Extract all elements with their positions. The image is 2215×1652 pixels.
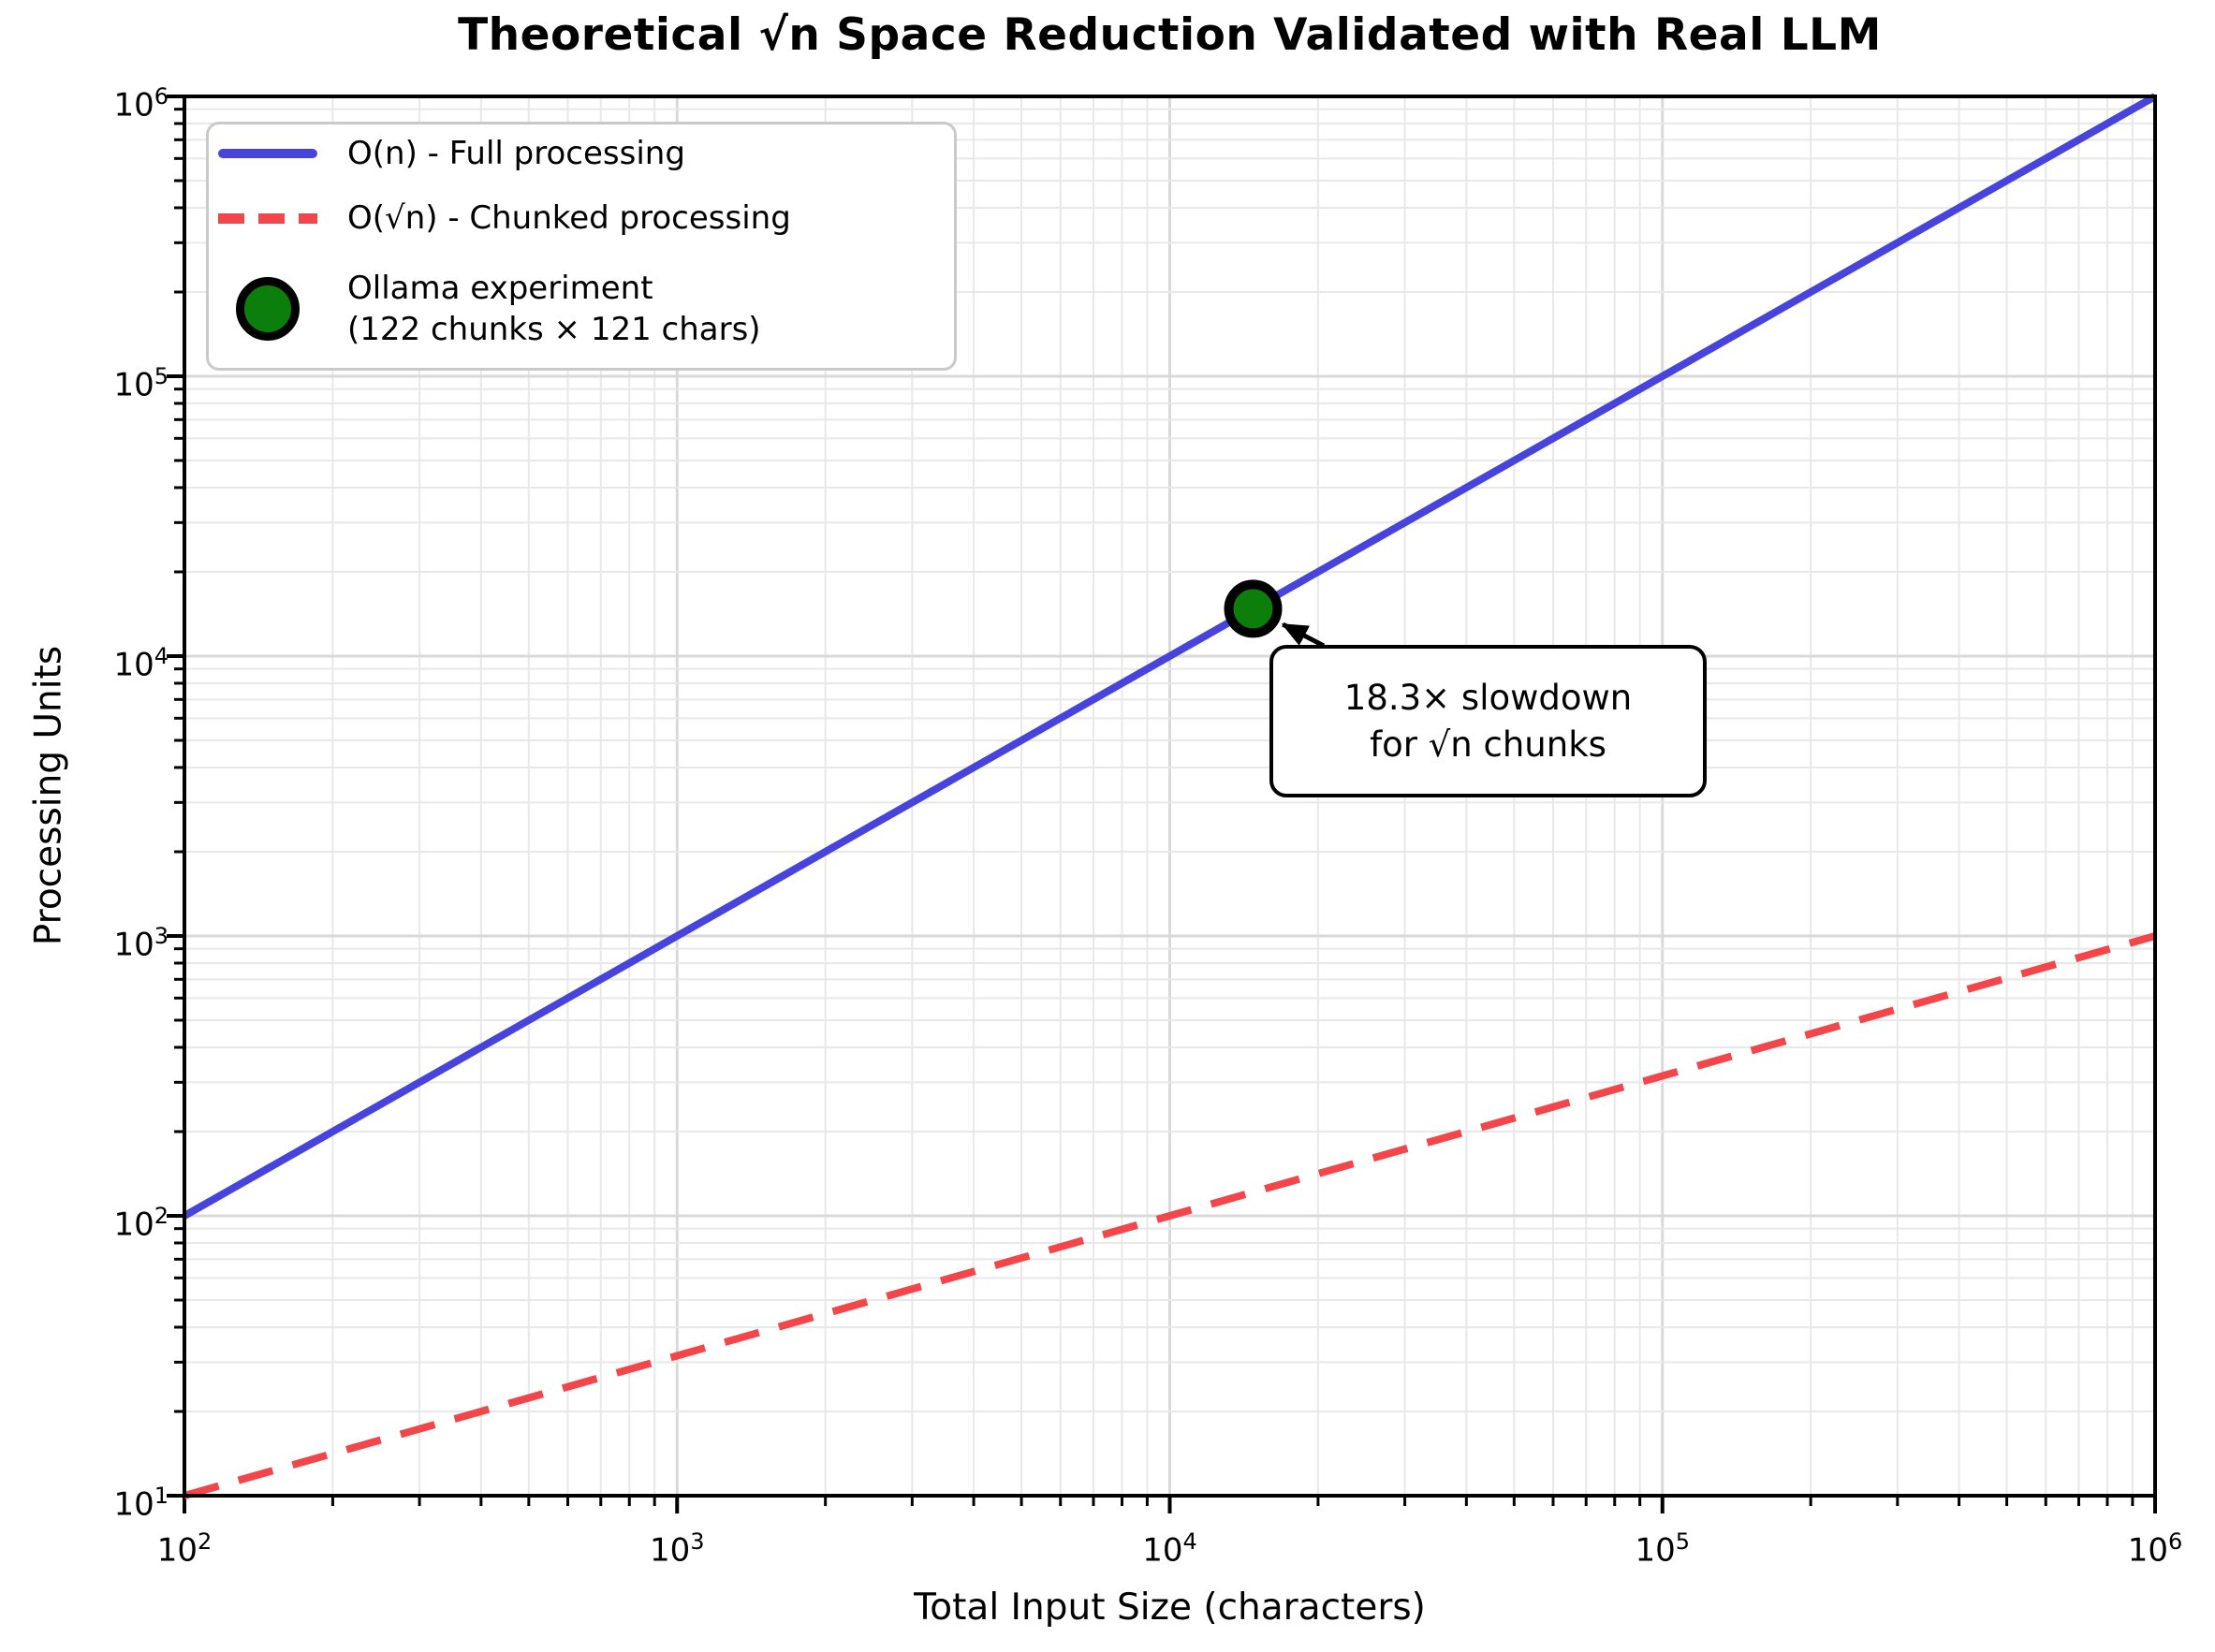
legend: O(n) - Full processing O(√n) - Chunked p… — [206, 122, 957, 371]
x-tick-label: 102 — [156, 1528, 213, 1570]
line-o-sqrt-n — [183, 932, 2157, 1499]
legend-label-line1: Ollama experiment — [347, 270, 653, 307]
solid-line-swatch-icon — [218, 149, 317, 158]
annotation-line2: for √n chunks — [1370, 724, 1606, 765]
y-tick-label: 102 — [113, 1203, 169, 1244]
x-tick-label: 103 — [649, 1528, 705, 1570]
chart-title: Theoretical √n Space Reduction Validated… — [458, 9, 1882, 61]
y-tick-label: 106 — [113, 83, 169, 124]
y-tick-label: 104 — [113, 643, 169, 684]
x-tick-label: 105 — [1635, 1528, 1691, 1570]
x-tick-label: 104 — [1142, 1528, 1197, 1570]
legend-item-ollama-experiment: Ollama experiment (122 chunks × 121 char… — [209, 254, 954, 364]
legend-item-full-processing: O(n) - Full processing — [209, 124, 954, 183]
legend-label: O(√n) - Chunked processing — [347, 199, 791, 237]
legend-label: O(n) - Full processing — [347, 135, 685, 172]
annotation-line1: 18.3× slowdown — [1343, 677, 1633, 718]
dashed-line-swatch-icon — [218, 212, 317, 224]
y-tick-label: 105 — [113, 363, 169, 404]
y-tick-label: 101 — [113, 1483, 169, 1524]
plot-spines — [183, 95, 2157, 1498]
annotation-callout: 18.3× slowdown for √n chunks — [1269, 645, 1707, 797]
legend-label-line2: (122 chunks × 121 chars) — [347, 311, 761, 348]
x-tick-label: 106 — [2127, 1528, 2183, 1570]
scatter-marker-icon — [236, 277, 300, 341]
annotation-arrow — [1281, 621, 1326, 649]
x-axis-label: Total Input Size (characters) — [914, 1586, 1426, 1629]
line-o-n — [183, 93, 2157, 1220]
y-tick-label: 103 — [113, 923, 169, 964]
legend-item-chunked-processing: O(√n) - Chunked processing — [209, 183, 954, 254]
experiment-point — [1224, 579, 1283, 638]
